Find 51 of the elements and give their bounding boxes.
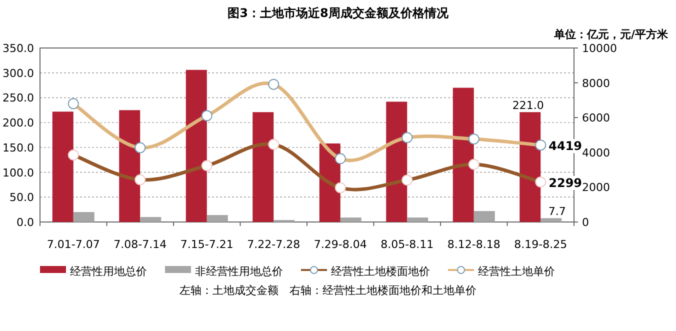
data-label: 221.0 [512,99,544,112]
y-tick-label: 300.0 [2,66,34,80]
y-tick-label: 150.0 [2,141,34,154]
bar [340,218,362,222]
x-tick-label: 7.01-7.07 [46,238,100,251]
bar [140,217,162,222]
legend-label: 非经营性用地总价 [195,265,283,278]
legend: 经营性土地单价 [448,265,555,278]
x-tick-label: 8.05-8.11 [380,238,434,251]
text: 左轴：土地成交金额 右轴：经营性土地楼面地价和土地单价 [180,284,476,297]
bar [119,110,140,222]
y-tick-label: 200.0 [2,116,34,130]
bar [540,218,562,222]
bar [474,211,495,222]
y2-tick-label: 2000 [582,181,610,194]
y2-tick-label: 8000 [582,76,610,90]
bar [206,215,228,222]
bar [73,212,94,222]
bar [252,112,274,222]
legend: 经营性土地楼面地价 [301,265,430,278]
bar [186,70,207,222]
legend-label: 经营性土地单价 [478,265,555,278]
x-tick-label: 8.12-8.18 [447,238,500,251]
legend-label: 经营性用地总价 [70,265,147,278]
y2-tick-label: 4000 [582,146,610,160]
y2-tick-label: 10000 [582,42,617,55]
y-tick-label: 350.0 [2,42,34,55]
chart-title: 图3：土地市场近8周成交金额及价格情况 [228,6,450,20]
x-tick-label: 7.22-7.28 [247,238,300,251]
legend: 经营性用地总价 [40,265,147,278]
y-tick-label: 100.0 [2,166,34,180]
y-tick-label: 50.0 [10,191,34,204]
x-tick-label: 7.29-8.04 [314,238,367,251]
bar [52,112,74,222]
bar [520,112,541,222]
text: 单位：亿元，元/平方米 [552,28,669,41]
bar [452,88,474,222]
data-label: 4419 [548,139,582,154]
y2-tick-label: 0 [582,216,589,229]
y-tick-label: 250.0 [2,92,34,105]
bar [407,218,428,222]
bar [386,102,408,222]
legend-label: 经营性土地楼面地价 [331,265,430,278]
x-tick-label: 7.15-7.21 [180,238,234,251]
y2-tick-label: 6000 [582,112,610,125]
data-label: 2299 [548,176,582,190]
x-tick-label: 8.19-8.25 [514,238,568,251]
legend: 非经营性用地总价 [165,265,283,278]
y-tick-label: 0.0 [16,216,34,229]
x-tick-label: 7.08-7.14 [114,238,167,251]
data-label: 7.7 [548,205,566,218]
